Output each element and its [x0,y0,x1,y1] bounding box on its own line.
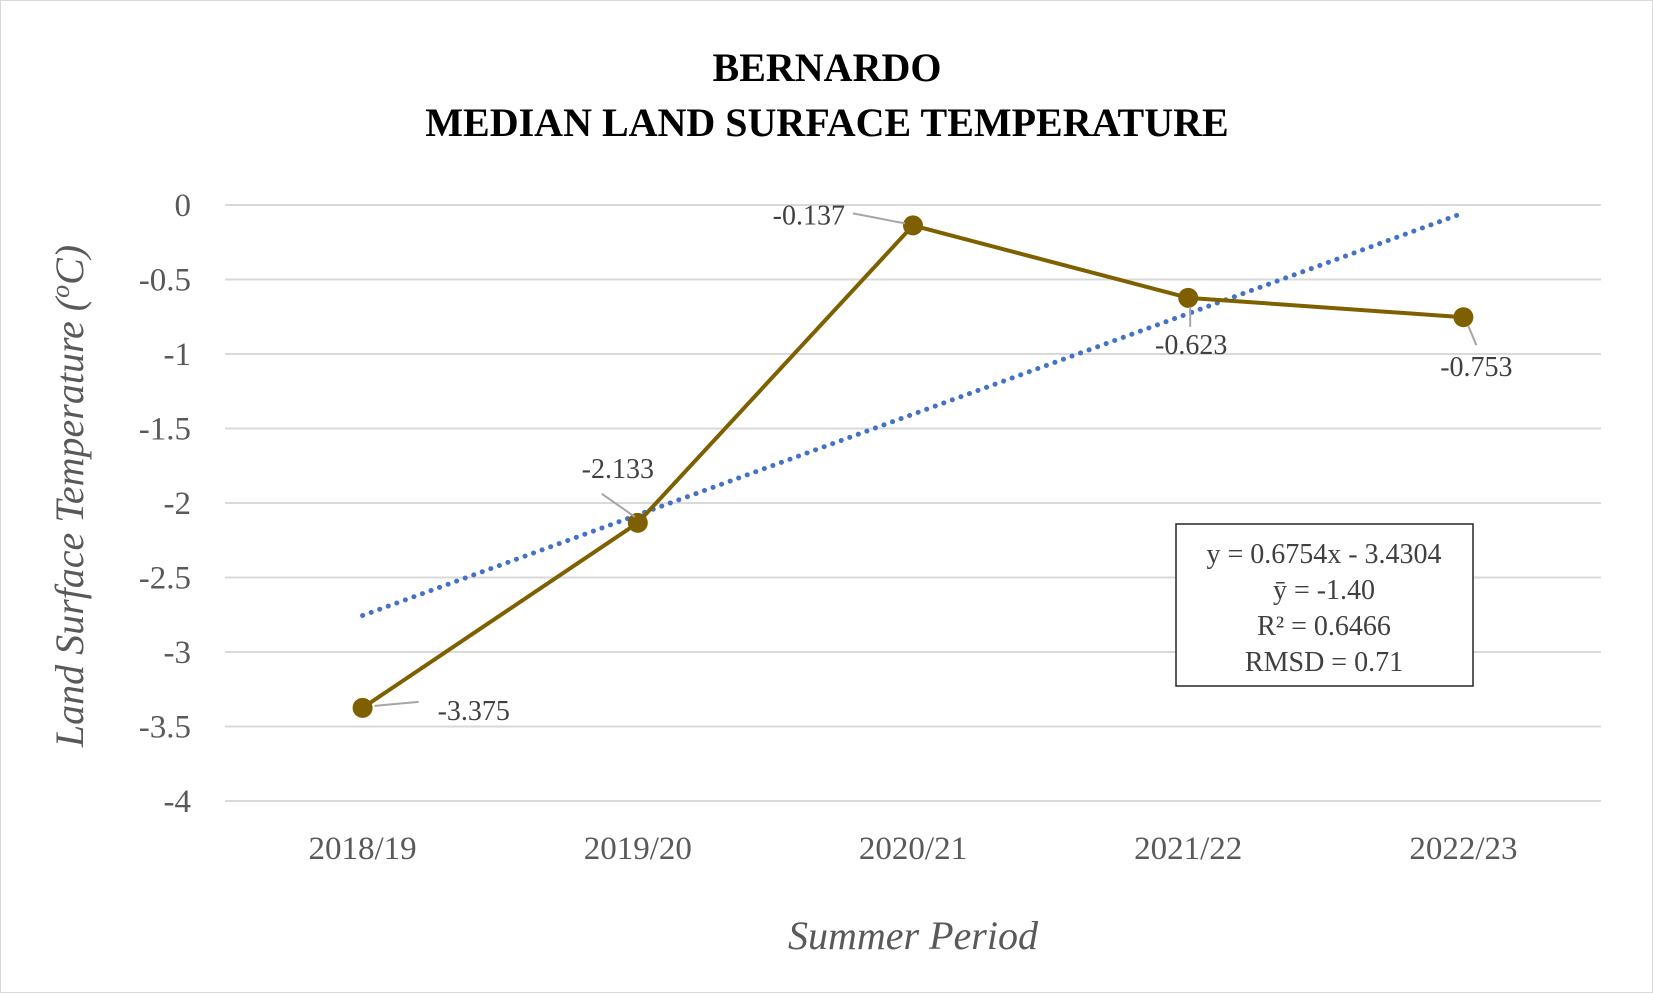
gridlines [225,204,1601,802]
data-labels: -3.375 -2.133 -0.137 -0.623 -0.753 [374,200,1513,727]
x-tick-label: 2022/23 [1409,831,1517,867]
data-label-leader [601,492,636,518]
y-tick-label: -0.5 [139,263,191,299]
data-label: -2.133 [582,454,654,485]
chart-title-line-1: BERNARDO [713,45,942,90]
y-axis-title: Land Surface Temperature (oC) [46,245,92,748]
data-label: -0.623 [1155,330,1227,361]
data-point [1453,307,1474,328]
data-label-leader [852,212,906,225]
y-tick-label: -3.5 [139,710,191,746]
x-tick-label: 2018/19 [309,831,417,867]
data-label: -0.137 [773,200,845,231]
data-label-leader [374,700,419,707]
y-tick-label: 0 [175,188,192,224]
stats-mean: ȳ = -1.40 [1273,575,1375,606]
x-tick-label: 2020/21 [859,831,967,867]
data-point [1178,287,1199,308]
x-axis-ticks: 2018/19 2019/20 2020/21 2021/22 2022/23 [309,831,1518,867]
stats-r-squared: R² = 0.6466 [1257,611,1391,642]
y-tick-label: -4 [164,784,192,820]
y-tick-label: -3 [164,635,192,671]
y-tick-label: -2 [164,486,192,522]
data-point [627,512,648,533]
data-point [352,697,373,718]
stats-rmsd: RMSD = 0.71 [1245,647,1403,678]
stats-box: y = 0.6754x - 3.4304 ȳ = -1.40 R² = 0.64… [1175,523,1474,687]
stats-equation: y = 0.6754x - 3.4304 [1206,539,1441,570]
data-label: -0.753 [1440,352,1512,383]
data-point [903,215,923,236]
x-tick-label: 2021/22 [1134,831,1242,867]
series-layer [352,215,1474,718]
x-tick-label: 2019/20 [584,831,692,867]
y-axis-ticks: 0 -0.5 -1 -1.5 -2 -2.5 -3 -3.5 -4 [139,188,191,820]
chart-title-line-2: MEDIAN LAND SURFACE TEMPERATURE [425,100,1228,145]
y-tick-label: -1 [164,337,192,373]
stats-box-frame [1175,523,1474,687]
data-label-leader [1467,325,1478,346]
y-tick-label: -1.5 [139,412,191,448]
y-tick-label: -2.5 [139,561,191,597]
x-axis-title: Summer Period [788,913,1039,958]
y-axis-title-superscript: o [46,285,75,298]
y-axis-title-end: C) [47,245,92,285]
data-label: -3.375 [438,696,510,727]
